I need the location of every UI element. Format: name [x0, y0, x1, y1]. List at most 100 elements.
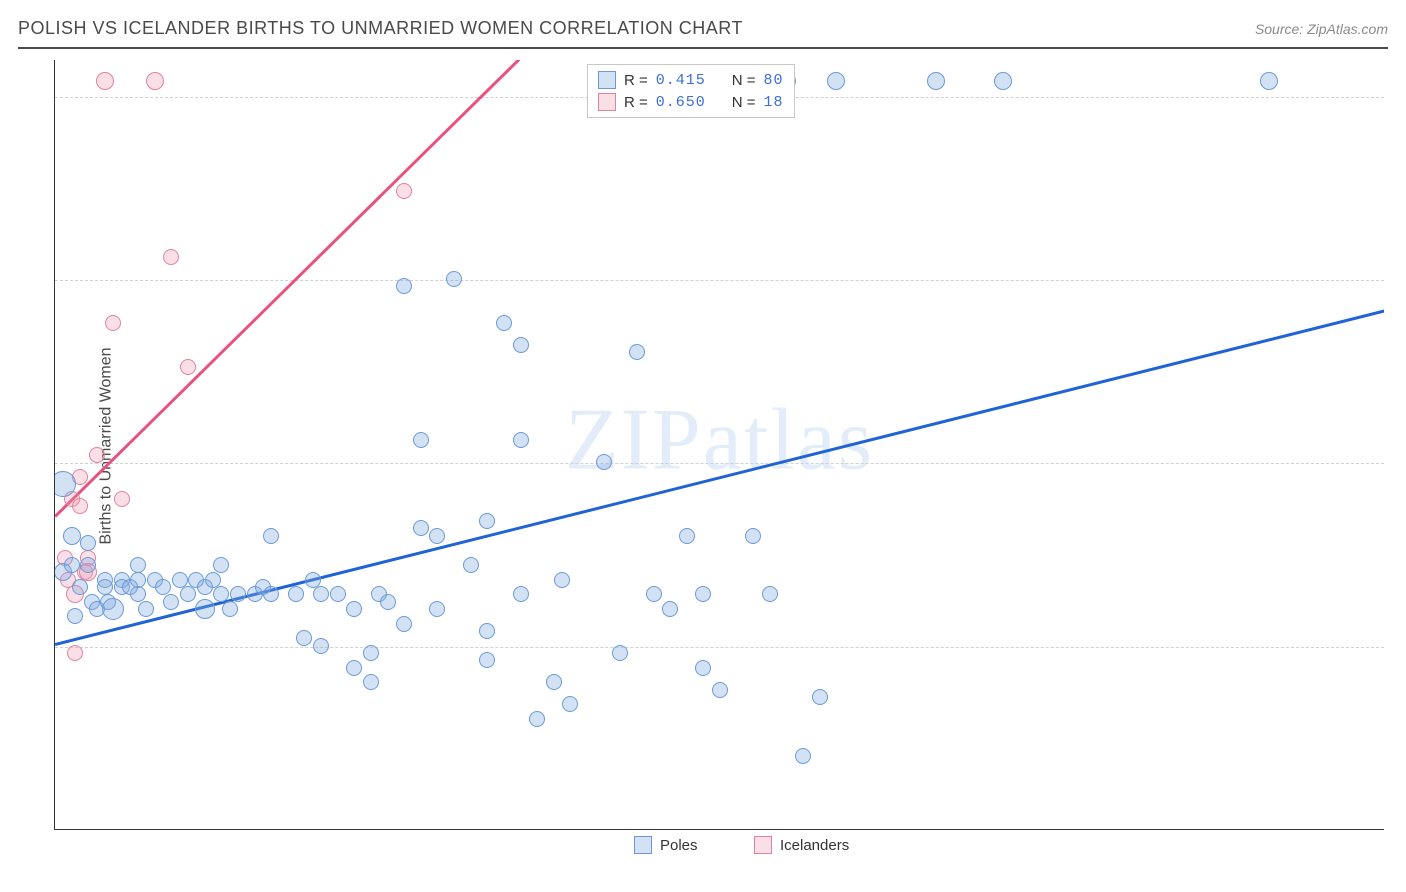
- scatter-point-icelanders: [114, 491, 130, 507]
- legend-stats-row-icelanders: R = 0.650 N = 18: [598, 91, 784, 113]
- scatter-point-poles: [130, 557, 146, 573]
- legend-bottom-icelanders: Icelanders: [754, 836, 849, 854]
- scatter-point-poles: [695, 660, 711, 676]
- scatter-point-poles: [205, 572, 221, 588]
- legend-swatch-poles: [634, 836, 652, 854]
- scatter-point-poles: [346, 660, 362, 676]
- watermark-text: ZIPatlas: [565, 389, 874, 490]
- scatter-point-poles: [222, 601, 238, 617]
- y-gridline: [55, 647, 1384, 648]
- trend-line: [54, 60, 555, 517]
- x-tick: [1053, 829, 1054, 830]
- legend-stats-box: R = 0.415 N = 80 R = 0.650 N = 18: [587, 64, 795, 118]
- scatter-point-poles: [646, 586, 662, 602]
- scatter-point-poles: [546, 674, 562, 690]
- scatter-point-poles: [413, 432, 429, 448]
- scatter-point-poles: [429, 601, 445, 617]
- scatter-point-poles: [313, 586, 329, 602]
- scatter-point-poles: [679, 528, 695, 544]
- source-label: Source: ZipAtlas.com: [1255, 21, 1388, 37]
- n-value: 80: [764, 72, 784, 89]
- scatter-point-poles: [479, 513, 495, 529]
- legend-swatch-icelanders: [754, 836, 772, 854]
- scatter-point-poles: [827, 72, 845, 90]
- scatter-point-icelanders: [67, 645, 83, 661]
- scatter-point-poles: [479, 623, 495, 639]
- scatter-point-icelanders: [163, 249, 179, 265]
- scatter-point-icelanders: [89, 447, 105, 463]
- scatter-point-poles: [363, 645, 379, 661]
- scatter-point-poles: [155, 579, 171, 595]
- scatter-point-poles: [446, 271, 462, 287]
- scatter-point-poles: [562, 696, 578, 712]
- n-value: 18: [764, 94, 784, 111]
- scatter-point-poles: [172, 572, 188, 588]
- r-value: 0.415: [656, 72, 706, 89]
- scatter-point-poles: [330, 586, 346, 602]
- scatter-point-poles: [513, 432, 529, 448]
- y-gridline: [55, 463, 1384, 464]
- scatter-point-poles: [67, 608, 83, 624]
- scatter-point-poles: [80, 535, 96, 551]
- scatter-point-poles: [994, 72, 1012, 90]
- scatter-point-poles: [313, 638, 329, 654]
- scatter-point-poles: [213, 586, 229, 602]
- n-label: N =: [732, 94, 756, 111]
- scatter-point-poles: [662, 601, 678, 617]
- x-tick: [720, 829, 721, 830]
- x-tick: [554, 829, 555, 830]
- scatter-point-poles: [812, 689, 828, 705]
- scatter-point-poles: [513, 586, 529, 602]
- legend-bottom-poles: Poles: [634, 836, 698, 854]
- scatter-point-poles: [97, 579, 113, 595]
- scatter-point-poles: [554, 572, 570, 588]
- scatter-point-poles: [138, 601, 154, 617]
- scatter-point-icelanders: [72, 498, 88, 514]
- r-label: R =: [624, 94, 648, 111]
- scatter-point-poles: [130, 586, 146, 602]
- scatter-point-poles: [64, 557, 80, 573]
- scatter-point-poles: [429, 528, 445, 544]
- scatter-point-poles: [695, 586, 711, 602]
- scatter-point-icelanders: [180, 359, 196, 375]
- scatter-point-poles: [529, 711, 545, 727]
- scatter-point-poles: [795, 748, 811, 764]
- n-label: N =: [732, 72, 756, 89]
- scatter-point-poles: [745, 528, 761, 544]
- scatter-point-poles: [102, 598, 124, 620]
- scatter-point-poles: [63, 527, 81, 545]
- scatter-point-poles: [463, 557, 479, 573]
- scatter-point-poles: [712, 682, 728, 698]
- legend-label: Poles: [660, 837, 698, 854]
- scatter-point-poles: [612, 645, 628, 661]
- x-tick: [886, 829, 887, 830]
- legend-swatch-icelanders: [598, 93, 616, 111]
- x-tick: [388, 829, 389, 830]
- scatter-point-poles: [163, 594, 179, 610]
- scatter-point-icelanders: [396, 183, 412, 199]
- scatter-point-poles: [363, 674, 379, 690]
- scatter-point-poles: [596, 454, 612, 470]
- scatter-point-poles: [346, 601, 362, 617]
- scatter-point-poles: [288, 586, 304, 602]
- scatter-point-poles: [180, 586, 196, 602]
- scatter-point-poles: [195, 599, 215, 619]
- scatter-point-poles: [305, 572, 321, 588]
- r-value: 0.650: [656, 94, 706, 111]
- legend-stats-row-poles: R =0.415N =80: [598, 69, 784, 91]
- scatter-point-poles: [629, 344, 645, 360]
- scatter-point-poles: [80, 557, 96, 573]
- legend-swatch-poles: [598, 71, 616, 89]
- scatter-point-poles: [380, 594, 396, 610]
- plot-area: ZIPatlas 25.0%50.0%75.0%100.0%0.0%80.0%R…: [54, 60, 1384, 830]
- scatter-point-icelanders: [146, 72, 164, 90]
- y-gridline: [55, 280, 1384, 281]
- scatter-point-poles: [762, 586, 778, 602]
- scatter-point-poles: [1260, 72, 1278, 90]
- scatter-point-poles: [479, 652, 495, 668]
- scatter-point-poles: [263, 586, 279, 602]
- title-bar: POLISH VS ICELANDER BIRTHS TO UNMARRIED …: [18, 18, 1388, 49]
- scatter-point-poles: [230, 586, 246, 602]
- scatter-point-poles: [413, 520, 429, 536]
- scatter-point-poles: [496, 315, 512, 331]
